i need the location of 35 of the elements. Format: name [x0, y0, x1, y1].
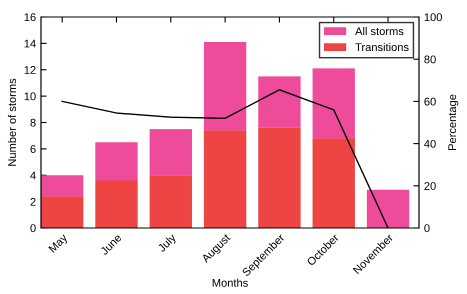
y-tick-label: 2: [30, 198, 36, 206]
bar: [150, 175, 192, 228]
bar: [258, 128, 301, 228]
y2-tick-label: 40: [424, 140, 436, 148]
y-tick-label: 8: [30, 118, 36, 127]
y-tick-label: 12: [24, 66, 36, 74]
y-tick-label: 0: [30, 224, 36, 232]
y-tick-label: 10: [24, 92, 36, 100]
y2-tick-label: 20: [424, 182, 436, 190]
bar: [95, 180, 138, 228]
x-axis-title: Months: [212, 278, 248, 287]
y-tick-label: 16: [24, 13, 36, 22]
y2-tick-label: 60: [424, 98, 436, 106]
y-tick-label: 6: [30, 145, 36, 154]
y2-axis-title: Percentage: [448, 94, 458, 150]
legend-label: All storms: [355, 27, 404, 36]
bar: [204, 130, 246, 228]
bar: [204, 42, 246, 130]
bar: [150, 129, 192, 176]
y-axis-title: Number of storms: [8, 78, 16, 166]
legend-label: Transitions: [355, 42, 409, 52]
y2-tick-label: 0: [424, 224, 430, 232]
bar: [312, 68, 355, 138]
bar: [258, 76, 301, 128]
x-tick-label: July: [156, 232, 178, 254]
y-tick-label: 4: [30, 172, 36, 180]
x-tick-label: May: [48, 233, 70, 254]
bar: [312, 138, 355, 228]
bar: [41, 196, 84, 228]
bar: [366, 190, 410, 228]
y2-tick-label: 100: [424, 13, 442, 22]
bar: [95, 142, 138, 181]
bar: [41, 175, 84, 196]
y-tick-label: 14: [24, 40, 36, 48]
y2-tick-label: 80: [424, 55, 436, 64]
